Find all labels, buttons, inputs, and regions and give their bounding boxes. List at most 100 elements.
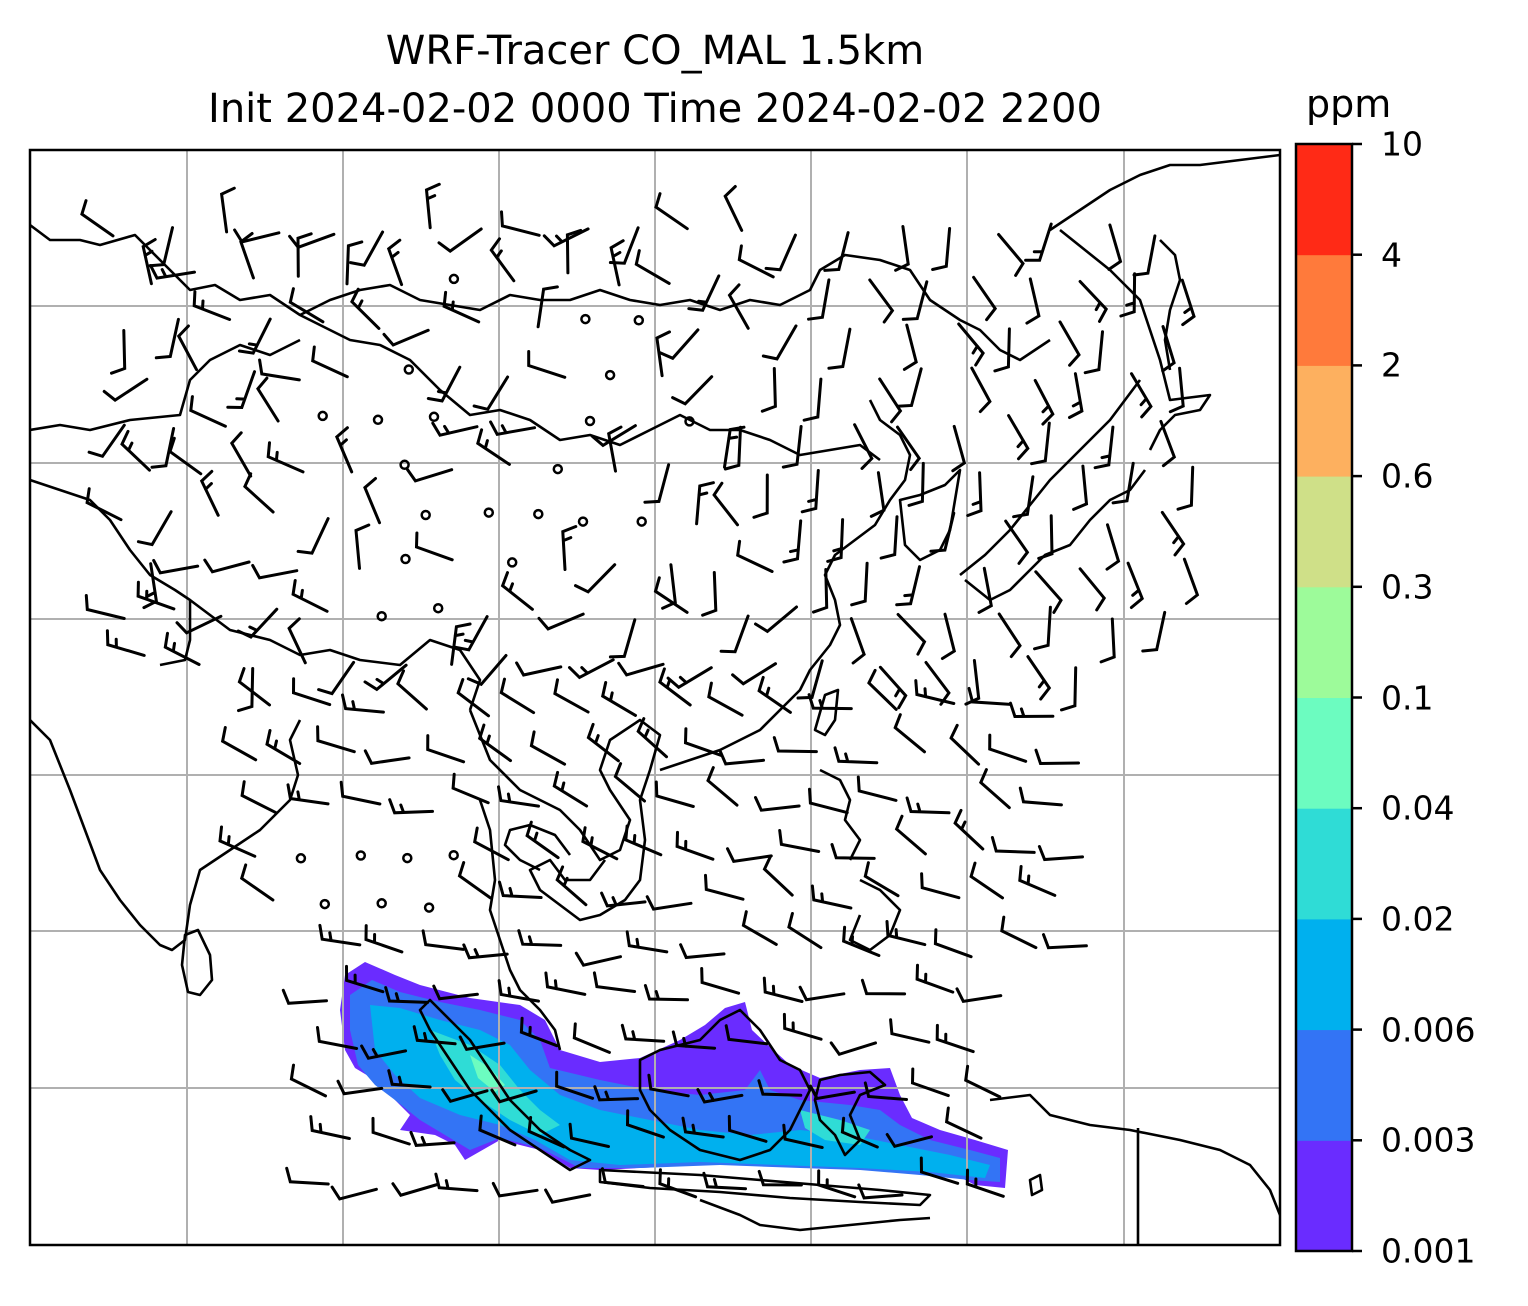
wind-barb <box>490 1088 538 1104</box>
wind-barb <box>120 429 151 472</box>
wind-barb <box>339 780 382 806</box>
wind-barb <box>636 717 668 759</box>
wind-barb <box>905 796 951 815</box>
wind-barb <box>1072 464 1089 511</box>
wind-barb <box>289 1063 327 1098</box>
wind-barb <box>719 614 750 654</box>
wind-barb <box>1034 748 1080 766</box>
wind-barb <box>311 345 349 379</box>
wind-barb <box>951 424 967 473</box>
wind-barb <box>778 829 821 853</box>
colorbar-tick-label: 2 <box>1381 345 1402 385</box>
calm-wind-marker <box>580 313 591 325</box>
colorbar-segment <box>1296 808 1352 920</box>
wind-barb <box>647 1073 690 1098</box>
wind-barb <box>953 808 985 851</box>
calm-wind-marker <box>319 898 331 910</box>
wind-barb <box>568 658 615 680</box>
wind-barb <box>544 971 587 996</box>
wind-barb <box>643 984 689 1002</box>
wind-barb <box>1093 425 1115 470</box>
wind-barb <box>363 749 411 765</box>
wind-barb <box>901 280 929 321</box>
wind-barb <box>574 951 622 967</box>
wind-barb <box>1004 519 1030 565</box>
map-frame <box>28 148 1282 1247</box>
wind-barb <box>817 1169 857 1199</box>
wind-barb <box>199 469 220 517</box>
colorbar-tick-label: 4 <box>1381 235 1402 275</box>
wind-barb <box>1141 610 1167 653</box>
japan-main <box>959 379 1142 577</box>
wind-barb <box>1159 419 1177 468</box>
wind-barb <box>421 929 465 951</box>
wind-barb <box>833 746 879 765</box>
new-guinea <box>989 1093 1280 1216</box>
wind-barb <box>675 830 715 861</box>
wind-barb <box>1160 510 1186 557</box>
wind-barb <box>829 1041 877 1057</box>
wind-barb <box>536 285 559 329</box>
wind-barb <box>933 928 973 959</box>
wind-barb <box>80 199 115 238</box>
wind-barb <box>1068 372 1084 419</box>
wind-barb <box>601 681 637 717</box>
wind-barb <box>519 1016 559 1048</box>
wind-barb <box>643 463 671 504</box>
wind-barb <box>625 1109 665 1139</box>
calm-wind-marker <box>506 557 518 568</box>
wind-barb <box>1018 786 1063 807</box>
wind-barb <box>796 659 824 700</box>
wind-barb <box>316 725 356 754</box>
wind-barb <box>752 473 769 519</box>
wind-barb <box>285 1166 330 1186</box>
wind-barb <box>1058 320 1081 367</box>
wind-barb <box>896 425 922 471</box>
wind-barb <box>489 420 537 436</box>
wind-barb <box>441 1088 489 1104</box>
wind-barb <box>489 237 516 283</box>
map-title-line1: WRF-Tracer CO_MAL 1.5km <box>385 28 925 74</box>
wind-barb <box>149 264 196 280</box>
java <box>598 1168 932 1207</box>
wind-barb <box>894 814 927 856</box>
indochina <box>468 709 662 922</box>
lesser-sunda <box>699 1198 931 1232</box>
wind-barb <box>867 668 898 711</box>
wind-barb <box>544 1188 592 1204</box>
wind-barb <box>1034 570 1063 614</box>
wind-barb <box>1078 280 1109 323</box>
wind-barb <box>581 826 619 861</box>
colorbar-segment <box>1296 697 1352 809</box>
wind-barb <box>850 561 869 607</box>
wind-barb <box>823 231 850 272</box>
colorbar-unit-label: ppm <box>1306 82 1392 126</box>
wind-barb <box>286 783 330 806</box>
colorbar-tick-label: 0.001 <box>1381 1231 1476 1271</box>
colorbar-segment <box>1296 918 1352 1031</box>
wind-barb <box>176 324 198 372</box>
wind-barb <box>412 1025 457 1046</box>
wind-barb <box>102 377 149 402</box>
colorbar-tick-label: 0.3 <box>1381 567 1434 607</box>
wind-barb <box>944 1106 983 1140</box>
wind-barb <box>700 967 741 995</box>
colorbar-tick-label: 0.003 <box>1381 1120 1476 1160</box>
wind-barb <box>189 395 227 428</box>
wind-barb <box>345 240 364 286</box>
china-coast <box>659 399 912 772</box>
colorbar-segment <box>1296 254 1352 366</box>
wind-barb <box>955 987 1003 1003</box>
wind-barb <box>857 1183 904 1200</box>
calm-wind-marker <box>317 410 328 422</box>
wind-barb <box>687 274 721 312</box>
wind-barb <box>243 472 275 514</box>
wind-barb <box>807 693 853 711</box>
calm-wind-marker <box>633 315 645 326</box>
wind-barb <box>764 233 797 272</box>
wind-barb <box>497 979 540 1003</box>
calm-wind-marker <box>400 553 411 565</box>
wind-barb <box>726 847 773 863</box>
wind-barb <box>85 487 123 522</box>
wind-barb <box>977 566 993 614</box>
